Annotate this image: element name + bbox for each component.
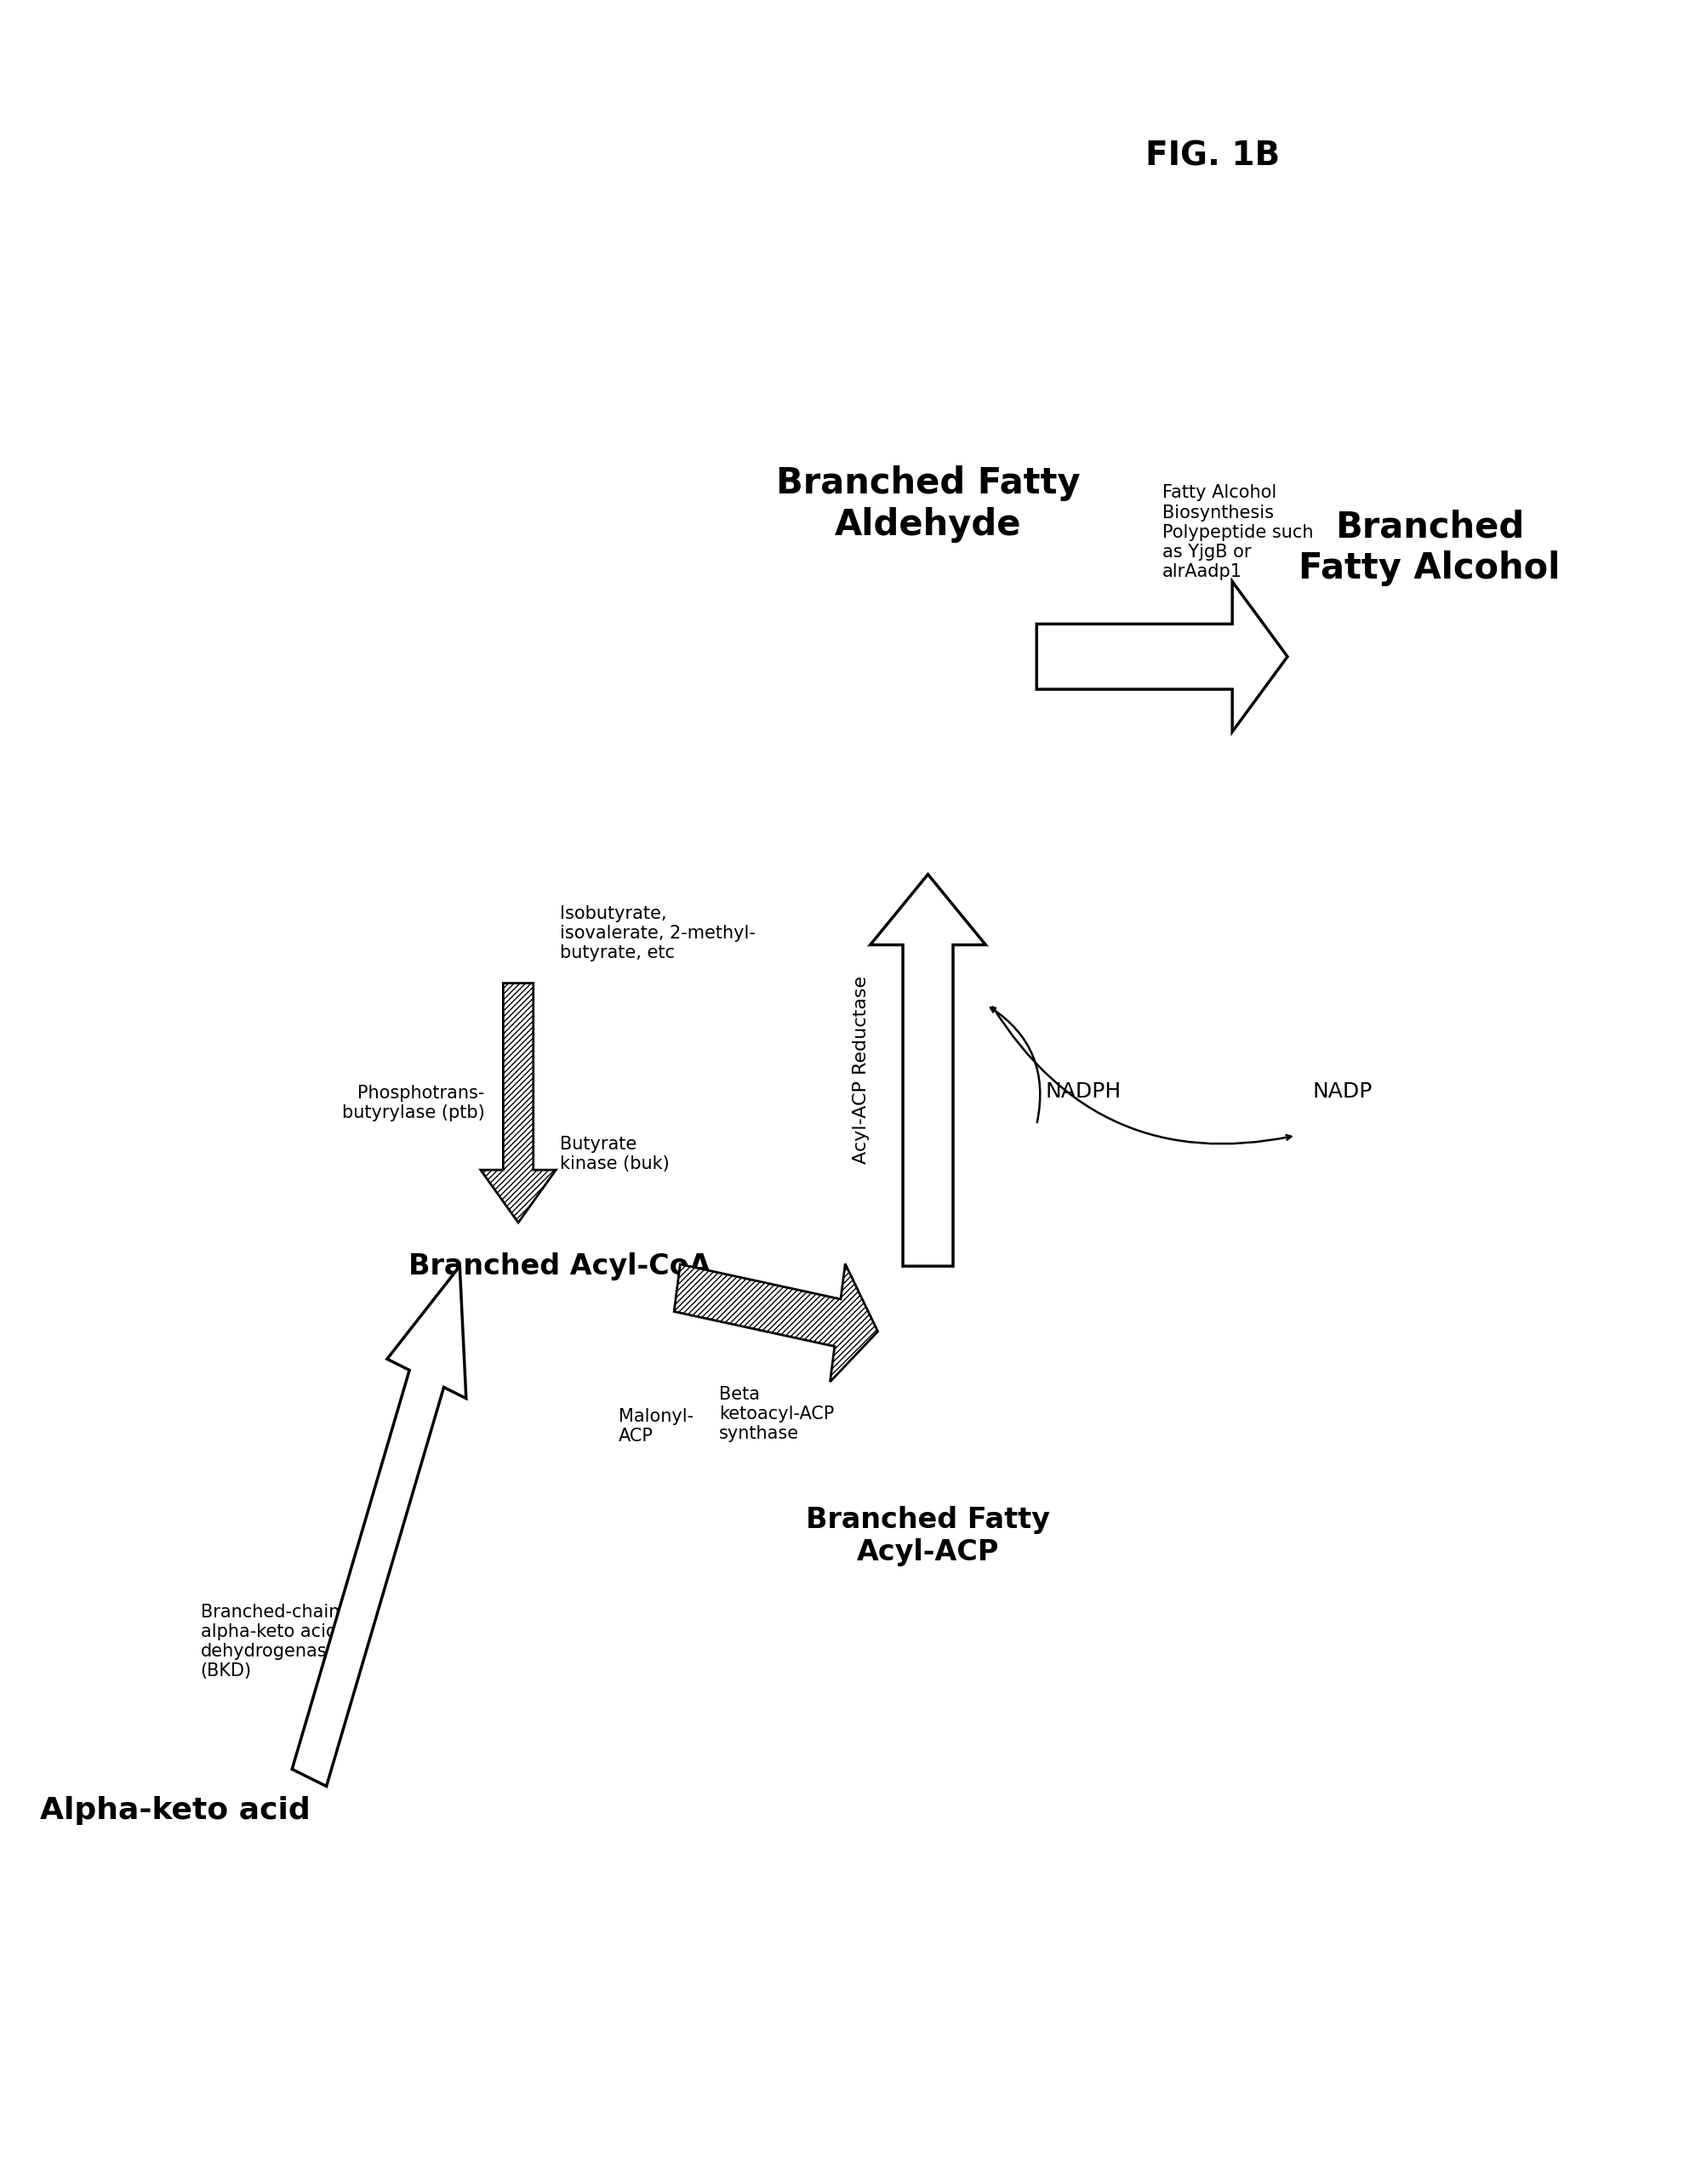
Text: Branched Fatty
Aldehyde: Branched Fatty Aldehyde (776, 465, 1079, 544)
Text: FIG. 1B: FIG. 1B (1145, 140, 1280, 173)
Text: Branched
Fatty Alcohol: Branched Fatty Alcohol (1298, 509, 1561, 585)
Text: Malonyl-
ACP: Malonyl- ACP (618, 1409, 694, 1444)
Text: Isobutyrate,
isovalerate, 2-methyl-
butyrate, etc: Isobutyrate, isovalerate, 2-methyl- buty… (561, 904, 756, 961)
Text: Branched Acyl-CoA: Branched Acyl-CoA (409, 1251, 711, 1280)
Text: Branched-chain
alpha-keto acid
dehydrogenase
(BKD): Branched-chain alpha-keto acid dehydroge… (200, 1603, 340, 1679)
FancyArrow shape (480, 983, 556, 1223)
Text: NADPH: NADPH (1046, 1081, 1122, 1103)
Text: Fatty Alcohol
Biosynthesis
Polypeptide such
as YjgB or
alrAadp1: Fatty Alcohol Biosynthesis Polypeptide s… (1162, 485, 1314, 581)
FancyArrow shape (291, 1267, 466, 1787)
Text: Branched Fatty
Acyl-ACP: Branched Fatty Acyl-ACP (807, 1505, 1051, 1566)
Text: Beta
ketoacyl-ACP
synthase: Beta ketoacyl-ACP synthase (719, 1387, 834, 1441)
Text: Butyrate
kinase (buk): Butyrate kinase (buk) (561, 1136, 670, 1173)
FancyArrow shape (674, 1265, 877, 1382)
FancyArrow shape (1037, 581, 1288, 732)
Text: Acyl-ACP Reductase: Acyl-ACP Reductase (852, 976, 869, 1164)
Text: NADP: NADP (1312, 1081, 1372, 1103)
Text: Alpha-keto acid: Alpha-keto acid (40, 1795, 310, 1826)
Text: Phosphotrans-
butyrylase (ptb): Phosphotrans- butyrylase (ptb) (342, 1085, 485, 1120)
FancyArrow shape (871, 874, 985, 1267)
